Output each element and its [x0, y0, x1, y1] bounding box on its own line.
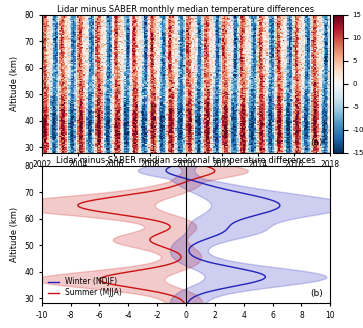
Winter (NDJF) [183, 176, 188, 180]
Text: (a): (a) [311, 138, 323, 147]
Y-axis label: Altitude (km): Altitude (km) [10, 207, 19, 262]
Winter (NDJF) [215, 185, 219, 189]
Summer (MJJA) [182, 301, 187, 305]
Winter (NDJF) [240, 217, 245, 221]
Summer (MJJA) [157, 219, 162, 223]
Summer (MJJA) [193, 176, 198, 180]
Title: Lidar minus SABER median seasonal temperature differences: Lidar minus SABER median seasonal temper… [56, 156, 316, 165]
Winter (NDJF) [234, 219, 238, 223]
Winter (NDJF) [185, 301, 190, 305]
Line: Summer (MJJA): Summer (MJJA) [78, 166, 215, 303]
Winter (NDJF) [171, 164, 175, 168]
Line: Winter (NDJF): Winter (NDJF) [166, 166, 280, 303]
Summer (MJJA) [202, 164, 207, 168]
Summer (MJJA) [159, 220, 163, 224]
Winter (NDJF) [185, 301, 190, 305]
Winter (NDJF) [233, 220, 237, 224]
Y-axis label: Altitude (km): Altitude (km) [10, 56, 19, 111]
Legend: Winter (NDJF), Summer (MJJA): Winter (NDJF), Summer (MJJA) [46, 275, 125, 299]
Text: (b): (b) [310, 289, 323, 298]
Summer (MJJA) [167, 185, 172, 189]
Summer (MJJA) [146, 217, 150, 221]
Summer (MJJA) [182, 301, 186, 305]
Title: Lidar minus SABER monthly median temperature differences: Lidar minus SABER monthly median tempera… [57, 5, 315, 14]
